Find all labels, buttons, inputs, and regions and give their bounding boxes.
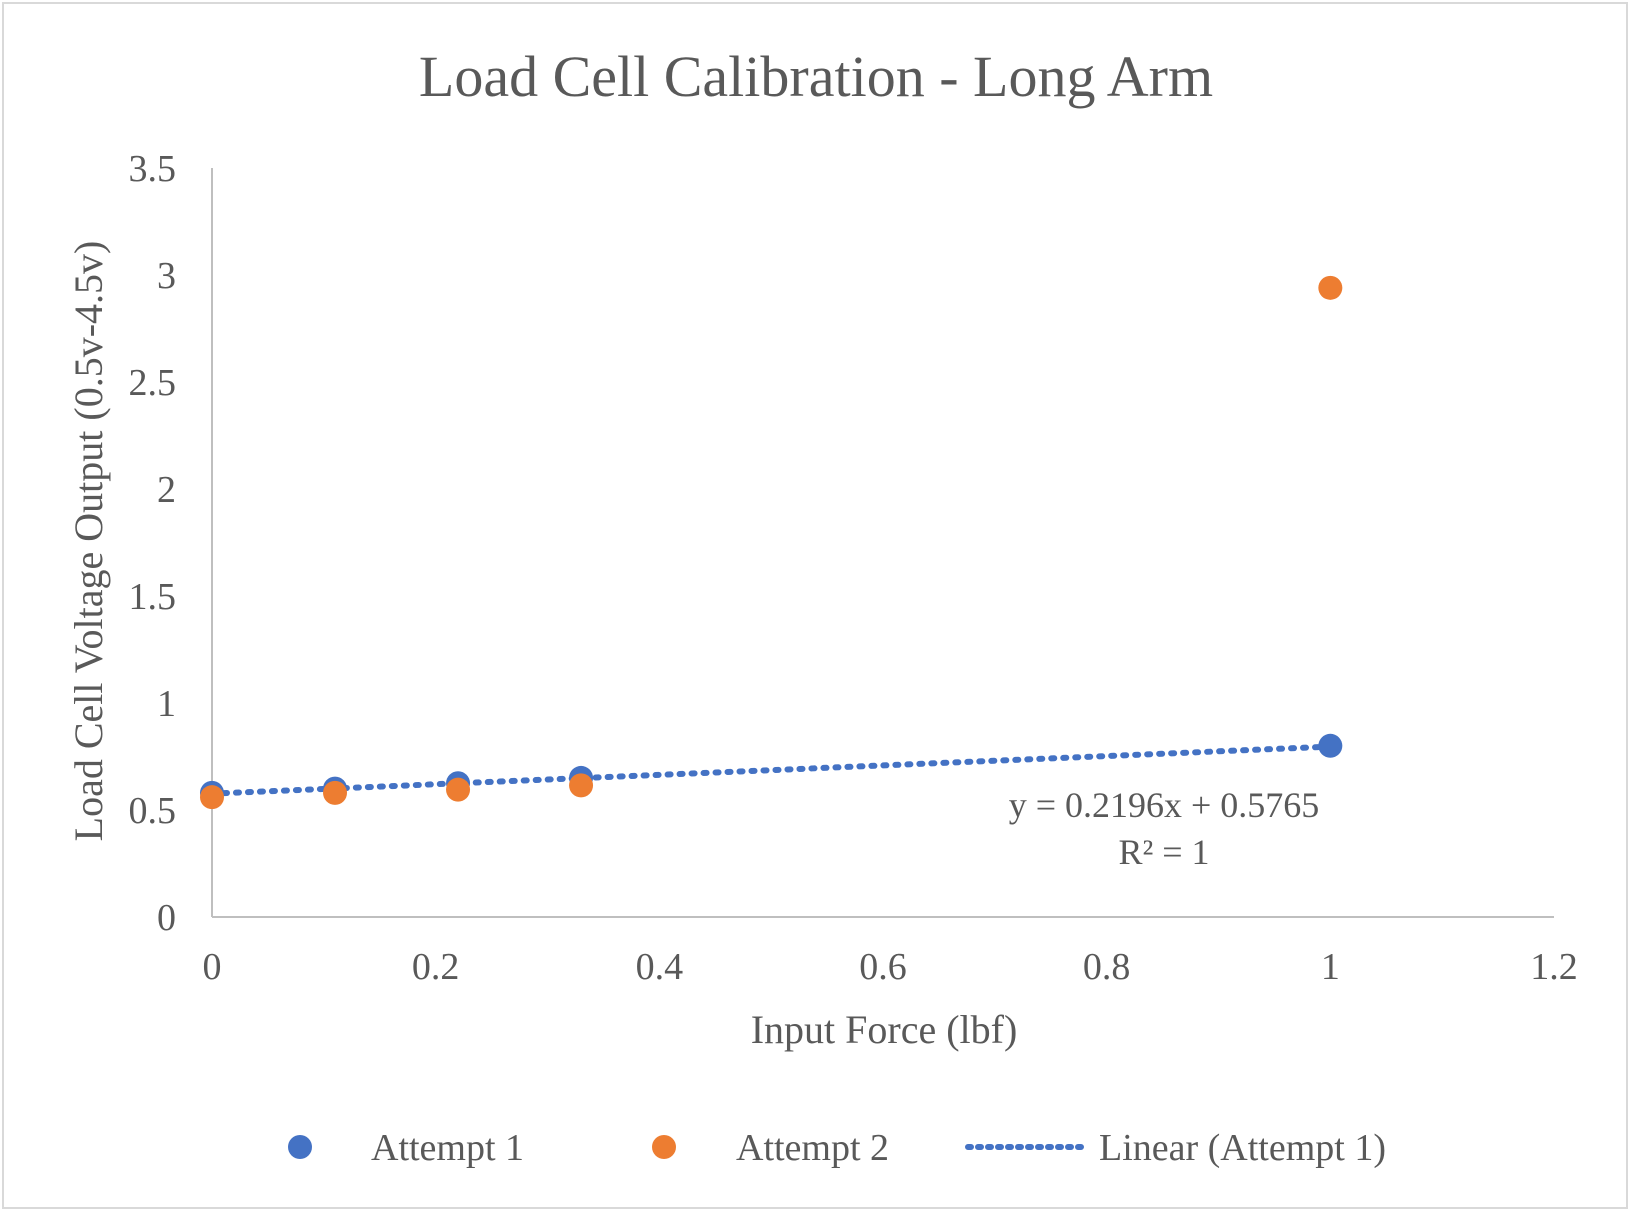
y-tick-label: 2 xyxy=(157,469,176,511)
y-axis-title: Load Cell Voltage Output (0.5v-4.5v) xyxy=(66,241,111,842)
y-tick-label: 1.5 xyxy=(129,576,177,618)
trendline-label: y = 0.2196x + 0.5765 R² = 1 xyxy=(1009,785,1320,872)
y-axis-title-group: Load Cell Voltage Output (0.5v-4.5v) xyxy=(66,241,111,842)
x-tick-label: 0 xyxy=(203,946,222,988)
x-axis-title: Input Force (lbf) xyxy=(751,1007,1018,1052)
legend-label-attempt-1: Attempt 1 xyxy=(371,1127,524,1169)
legend: Attempt 1 Attempt 2 Linear (Attempt 1) xyxy=(288,1127,1386,1169)
legend-marker-attempt-2 xyxy=(652,1135,676,1159)
y-tick-label: 0.5 xyxy=(129,790,177,832)
x-tick-label: 0.6 xyxy=(859,946,907,988)
y-tick-label: 2.5 xyxy=(129,362,177,404)
data-point-attempt-2 xyxy=(1318,275,1343,300)
points-layer xyxy=(200,275,1343,810)
data-point-attempt-2 xyxy=(323,780,348,805)
trendline-equation: y = 0.2196x + 0.5765 xyxy=(1009,785,1320,825)
x-tick-label: 1 xyxy=(1321,946,1340,988)
tick-labels: 0 0.2 0.4 0.6 0.8 1 1.2 0 0.5 1 1.5 2 2.5 3 3.5 xyxy=(129,148,1578,988)
data-point-attempt-2 xyxy=(446,777,471,802)
y-tick-label: 0 xyxy=(157,897,176,939)
trendline-r-squared: R² = 1 xyxy=(1118,832,1209,872)
y-tick-label: 3.5 xyxy=(129,148,177,190)
x-tick-label: 1.2 xyxy=(1530,946,1578,988)
x-tick-label: 0.8 xyxy=(1083,946,1131,988)
y-tick-label: 3 xyxy=(157,255,176,297)
x-tick-label: 0.4 xyxy=(636,946,684,988)
legend-label-attempt-2: Attempt 2 xyxy=(736,1127,889,1169)
chart-title: Load Cell Calibration - Long Arm xyxy=(419,44,1213,109)
x-tick-label: 0.2 xyxy=(412,946,460,988)
legend-marker-attempt-1 xyxy=(288,1135,312,1159)
data-point-attempt-2 xyxy=(569,773,594,798)
y-tick-label: 1 xyxy=(157,683,176,725)
axes xyxy=(211,168,1554,918)
legend-label-trendline: Linear (Attempt 1) xyxy=(1099,1127,1386,1169)
data-point-attempt-1 xyxy=(1318,733,1343,758)
data-point-attempt-2 xyxy=(200,785,224,810)
